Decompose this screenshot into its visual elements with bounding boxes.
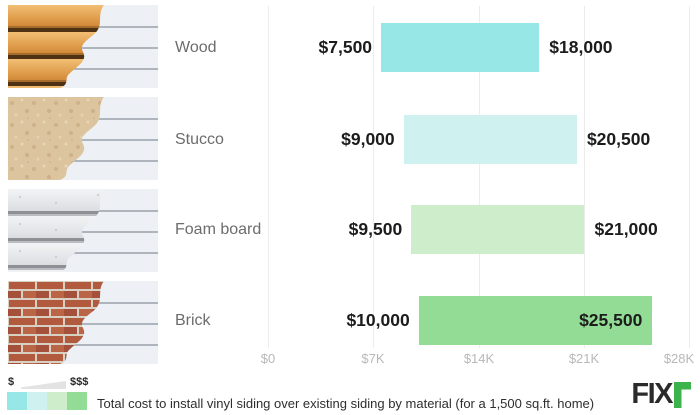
legend-swatch-2 [27, 392, 47, 410]
max-value-label: $20,500 [586, 129, 651, 149]
legend-high-label: $$$ [70, 376, 89, 388]
bar-row-stucco: $9,000 $20,500 [0, 115, 700, 164]
bar-row-wood: $7,500 $18,000 [0, 23, 700, 72]
fixr-logo-r-icon [674, 382, 691, 408]
gridline [373, 6, 374, 348]
min-value-label: $7,500 [318, 37, 373, 57]
min-value-label: $10,000 [346, 310, 410, 330]
wood-texture-image [8, 5, 158, 88]
bar-row-foam-board: $9,500 $21,000 [0, 205, 700, 254]
gridline [268, 6, 269, 348]
wood-siding-photo [8, 5, 158, 88]
min-value-label: $9,000 [341, 129, 395, 149]
fixr-logo[interactable]: FIX [631, 378, 691, 410]
legend-color-scale [7, 392, 87, 410]
x-tick-28k: $28K [663, 351, 695, 366]
cost-wedge-icon [21, 381, 66, 389]
brick-texture-image [8, 281, 158, 364]
range-bar-brick [418, 296, 653, 345]
legend-swatch-1 [7, 392, 27, 410]
gridline [584, 6, 585, 348]
max-value-label: $18,000 [549, 37, 613, 57]
max-value-label: $21,000 [594, 219, 658, 239]
chart-caption: Total cost to install vinyl siding over … [97, 396, 595, 411]
stucco-texture-image [8, 97, 158, 180]
x-tick-14k: $14K [463, 351, 495, 366]
foam-board-texture-image [8, 189, 158, 272]
brick-siding-photo [8, 281, 158, 364]
x-tick-21k: $21K [568, 351, 600, 366]
range-bar-foam-board [411, 205, 585, 254]
legend-low-label: $ [8, 376, 15, 388]
x-tick-7k: $7K [361, 351, 385, 366]
legend-swatch-3 [47, 392, 67, 410]
max-value-label: $25,500 [579, 310, 643, 330]
bar-row-brick: $10,000 $25,500 [0, 296, 700, 345]
category-label-brick: Brick [175, 311, 211, 329]
x-tick-0: $0 [260, 351, 276, 366]
gridline [479, 6, 480, 348]
legend-swatch-4 [67, 392, 87, 410]
category-label-stucco: Stucco [175, 130, 224, 148]
range-bar-wood [381, 23, 540, 72]
range-bar-stucco [403, 115, 577, 164]
min-value-label: $9,500 [348, 219, 403, 239]
stucco-siding-photo [8, 97, 158, 180]
fixr-logo-text: FIX [631, 378, 673, 410]
category-label-foam-board: Foam board [175, 220, 262, 238]
category-label-wood: Wood [175, 38, 217, 56]
gridline [689, 6, 690, 348]
foam-board-siding-photo [8, 189, 158, 272]
